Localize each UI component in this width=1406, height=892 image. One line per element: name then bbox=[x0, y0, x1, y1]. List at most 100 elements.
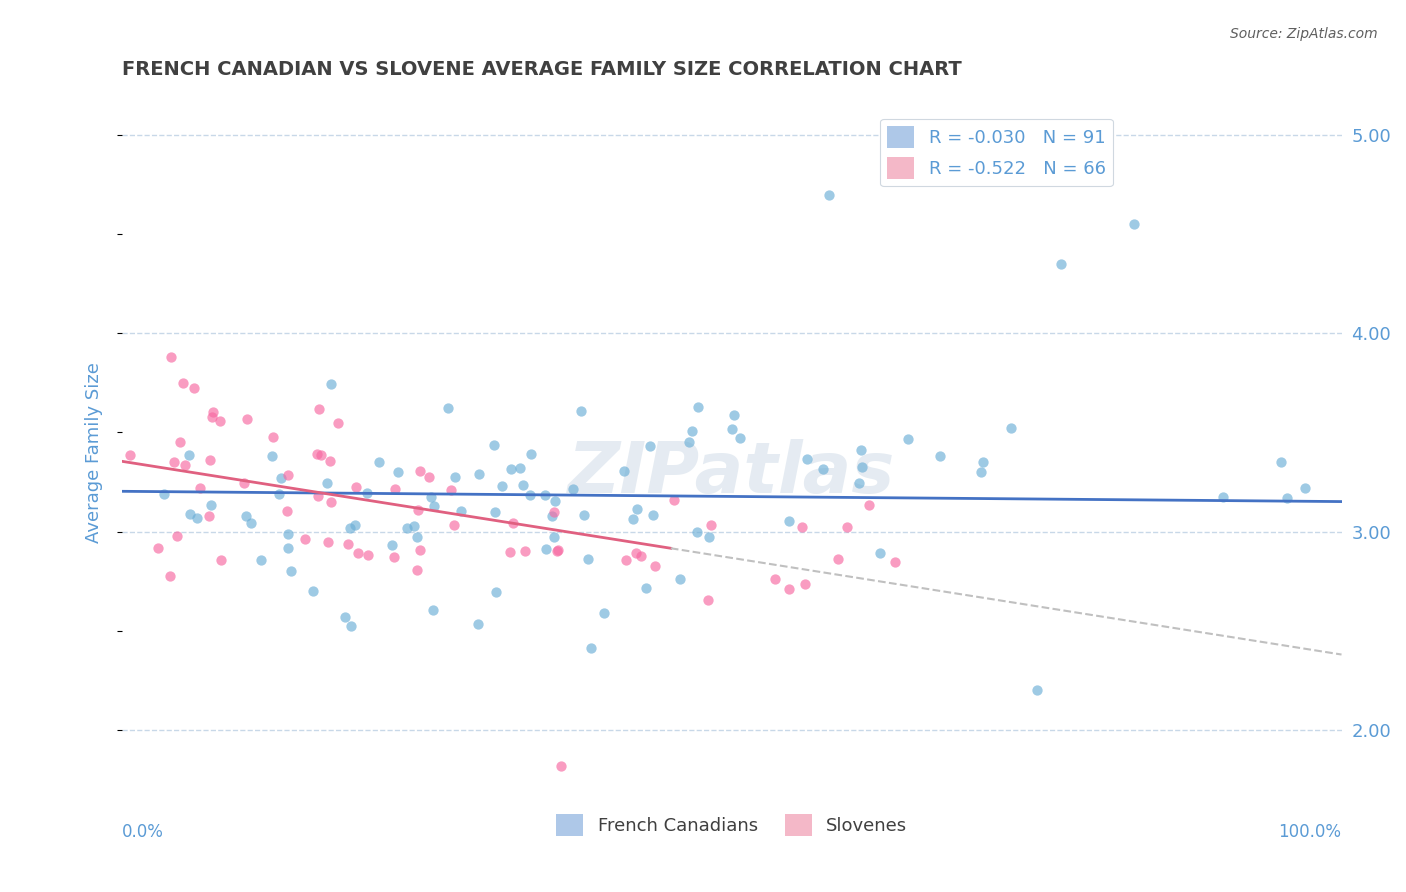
Point bbox=[319, 454, 342, 468]
Point bbox=[319, 495, 342, 509]
Point bbox=[544, 493, 567, 508]
Point bbox=[172, 376, 194, 390]
Point bbox=[837, 520, 859, 534]
Legend: French Canadians, Slovenes: French Canadians, Slovenes bbox=[548, 806, 915, 843]
Point bbox=[277, 541, 299, 555]
Point bbox=[641, 508, 664, 523]
Point bbox=[519, 488, 541, 502]
Point bbox=[367, 455, 389, 469]
Point bbox=[402, 519, 425, 533]
Point bbox=[613, 464, 636, 478]
Point bbox=[491, 479, 513, 493]
Point bbox=[1294, 481, 1316, 495]
Point bbox=[581, 641, 603, 656]
Point bbox=[827, 552, 849, 566]
Point bbox=[198, 453, 221, 467]
Point bbox=[638, 439, 661, 453]
Point bbox=[818, 187, 841, 202]
Point bbox=[406, 563, 429, 577]
Point bbox=[232, 476, 254, 491]
Point bbox=[858, 498, 880, 512]
Point bbox=[614, 553, 637, 567]
Text: 100.0%: 100.0% bbox=[1278, 823, 1341, 841]
Point bbox=[929, 449, 952, 463]
Point bbox=[307, 447, 329, 461]
Point bbox=[146, 541, 169, 556]
Point bbox=[276, 503, 298, 517]
Text: ZIPatlas: ZIPatlas bbox=[568, 439, 896, 508]
Point bbox=[236, 411, 259, 425]
Point bbox=[796, 452, 818, 467]
Point bbox=[423, 499, 446, 513]
Point bbox=[174, 458, 197, 472]
Point bbox=[644, 559, 666, 574]
Point bbox=[198, 508, 221, 523]
Point bbox=[444, 470, 467, 484]
Point bbox=[547, 542, 569, 557]
Point bbox=[356, 486, 378, 500]
Point bbox=[513, 544, 536, 558]
Point bbox=[166, 529, 188, 543]
Point bbox=[381, 538, 404, 552]
Point bbox=[1000, 421, 1022, 435]
Point bbox=[315, 475, 337, 490]
Point bbox=[851, 459, 873, 474]
Point bbox=[1212, 490, 1234, 504]
Point bbox=[1123, 217, 1146, 231]
Point bbox=[440, 483, 463, 498]
Point bbox=[262, 430, 284, 444]
Point bbox=[406, 503, 429, 517]
Point bbox=[485, 584, 508, 599]
Point bbox=[512, 478, 534, 492]
Point bbox=[536, 541, 558, 556]
Point bbox=[335, 609, 357, 624]
Point bbox=[408, 465, 430, 479]
Point bbox=[576, 552, 599, 566]
Point bbox=[186, 511, 208, 525]
Point bbox=[700, 518, 723, 533]
Point bbox=[499, 461, 522, 475]
Point bbox=[972, 455, 994, 469]
Point bbox=[723, 408, 745, 422]
Point bbox=[468, 467, 491, 482]
Point bbox=[307, 489, 329, 503]
Point bbox=[484, 505, 506, 519]
Point bbox=[681, 424, 703, 438]
Point bbox=[569, 404, 592, 418]
Point bbox=[636, 581, 658, 595]
Point bbox=[340, 619, 363, 633]
Point bbox=[502, 516, 524, 530]
Text: 0.0%: 0.0% bbox=[122, 823, 165, 841]
Point bbox=[382, 549, 405, 564]
Text: FRENCH CANADIAN VS SLOVENE AVERAGE FAMILY SIZE CORRELATION CHART: FRENCH CANADIAN VS SLOVENE AVERAGE FAMIL… bbox=[122, 60, 962, 78]
Point bbox=[163, 455, 186, 469]
Point bbox=[697, 592, 720, 607]
Point bbox=[561, 483, 583, 497]
Point bbox=[443, 517, 465, 532]
Point bbox=[624, 546, 647, 560]
Point bbox=[344, 480, 367, 494]
Point bbox=[384, 482, 406, 496]
Point bbox=[169, 435, 191, 450]
Point bbox=[183, 381, 205, 395]
Point bbox=[730, 431, 752, 445]
Point bbox=[499, 545, 522, 559]
Point bbox=[387, 465, 409, 479]
Point bbox=[188, 481, 211, 495]
Point bbox=[763, 572, 786, 586]
Point bbox=[250, 553, 273, 567]
Point bbox=[235, 508, 257, 523]
Point bbox=[277, 468, 299, 483]
Point bbox=[869, 546, 891, 560]
Point bbox=[347, 546, 370, 560]
Point bbox=[813, 462, 835, 476]
Point bbox=[270, 471, 292, 485]
Point bbox=[550, 758, 572, 772]
Point bbox=[546, 544, 568, 558]
Y-axis label: Average Family Size: Average Family Size bbox=[86, 362, 103, 542]
Point bbox=[209, 552, 232, 566]
Point bbox=[422, 603, 444, 617]
Point bbox=[1050, 257, 1073, 271]
Point bbox=[357, 548, 380, 562]
Point bbox=[337, 537, 360, 551]
